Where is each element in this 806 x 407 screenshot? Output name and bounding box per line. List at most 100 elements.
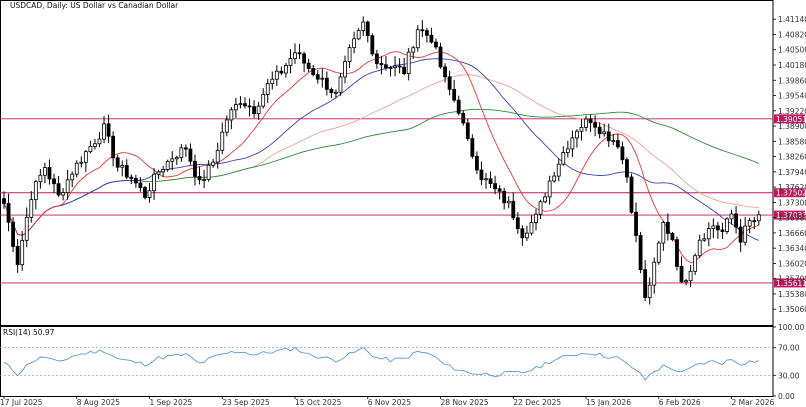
candle-down	[461, 112, 466, 124]
candle-down	[443, 66, 447, 78]
candle-down	[452, 88, 457, 101]
candle-down	[52, 178, 56, 185]
candle-down	[502, 190, 507, 204]
candle-up	[338, 76, 343, 93]
candle-up	[711, 225, 716, 229]
candle-down	[588, 118, 593, 124]
candle-up	[661, 221, 666, 244]
y-tick-label: 1.39860	[778, 76, 806, 85]
candle-down	[56, 183, 61, 196]
x-tick-label: 6 Nov 2025	[368, 398, 411, 407]
candle-up	[211, 161, 216, 166]
candle-down	[124, 165, 129, 178]
grid-layer	[0, 0, 774, 397]
x-tick-label: 15 Jan 2026	[586, 398, 631, 407]
candle-down	[243, 103, 247, 107]
candle-up	[579, 127, 584, 132]
candle-up	[565, 148, 570, 153]
candle-up	[570, 137, 575, 150]
candle-up	[556, 163, 561, 177]
candle-up	[361, 21, 366, 31]
x-tick-label: 1 Sep 2025	[150, 398, 193, 407]
candle-up	[702, 238, 707, 241]
candle-up	[174, 157, 179, 160]
candle-up	[747, 220, 752, 227]
x-tick-label: 2 Mar 2026	[732, 398, 775, 407]
candle-up	[24, 217, 29, 241]
candle-up	[393, 65, 397, 68]
level-label-box	[774, 114, 805, 124]
candle-up	[288, 58, 293, 66]
candle-up	[179, 147, 184, 158]
x-tick-label: 23 Sep 2025	[222, 398, 270, 407]
y-tick-label: 1.36020	[778, 259, 806, 268]
rsi-panel-frame	[0, 326, 774, 397]
candle-down	[315, 74, 320, 80]
candle-down	[493, 183, 497, 190]
candle-down	[479, 169, 484, 181]
candle-down	[129, 176, 134, 179]
candle-down	[438, 46, 443, 68]
candle-up	[61, 192, 66, 196]
candle-up	[334, 91, 338, 94]
candle-up	[220, 131, 225, 151]
candle-down	[279, 70, 284, 74]
y-tick-label: 1.38580	[778, 137, 806, 146]
candle-up	[343, 61, 347, 78]
candle-down	[11, 221, 15, 247]
candle-down	[597, 126, 602, 135]
candle-up	[320, 77, 325, 80]
y-tick-label: 1.38900	[778, 122, 806, 131]
rsi-tick-label: 0.00	[778, 392, 795, 401]
y-tick-label: 1.37620	[778, 183, 806, 192]
candle-down	[625, 159, 629, 178]
candle-up	[388, 67, 393, 69]
candle-up	[120, 165, 125, 168]
candle-down	[447, 76, 452, 90]
chart-title: USDCAD, Daily: US Dollar vs Canadian Dol…	[10, 1, 179, 10]
candle-down	[520, 228, 525, 239]
candle-down	[379, 63, 384, 66]
candle-down	[620, 146, 625, 161]
x-tick-label: 15 Oct 2025	[295, 398, 342, 407]
candle-up	[256, 105, 261, 115]
candle-up	[602, 131, 607, 135]
candle-up	[102, 123, 106, 140]
candle-up	[79, 161, 84, 164]
y-tick-label: 1.36340	[778, 244, 806, 253]
candle-down	[593, 122, 598, 128]
candle-down	[138, 182, 143, 188]
candle-up	[97, 138, 102, 145]
candle-down	[324, 77, 329, 90]
candle-up	[274, 70, 279, 80]
candle-down	[497, 188, 502, 192]
candle-down	[115, 157, 120, 168]
y-tick-label: 1.37300	[778, 198, 806, 207]
axes-layer: 1.41140 1.40820 1.40500 1.40180 1.39860 1.395…	[0, 15, 806, 407]
candle-up	[411, 47, 416, 53]
candle-up	[352, 38, 357, 49]
candle-up	[756, 214, 761, 222]
x-tick-label: 6 Feb 2026	[659, 398, 701, 407]
candle-up	[156, 171, 161, 175]
candle-down	[429, 34, 434, 43]
candle-down	[306, 62, 311, 69]
candle-down	[629, 176, 634, 213]
level-label: 1.39051	[776, 115, 806, 124]
candle-down	[6, 203, 11, 223]
candle-down	[424, 30, 429, 36]
candle-up	[165, 160, 170, 170]
candle-up	[706, 228, 711, 240]
candle-down	[665, 221, 670, 234]
candle-up	[170, 158, 175, 162]
candle-up	[33, 181, 38, 201]
rsi-tick-label: 30.00	[778, 371, 800, 380]
candle-down	[606, 131, 611, 142]
rsi-label: RSI(14) 50.97	[3, 328, 55, 337]
y-tick-label: 1.36980	[778, 214, 806, 223]
y-tick-label: 1.40500	[778, 46, 806, 55]
candle-down	[311, 68, 316, 76]
candle-up	[729, 213, 734, 220]
y-tick-label: 1.40820	[778, 30, 806, 39]
